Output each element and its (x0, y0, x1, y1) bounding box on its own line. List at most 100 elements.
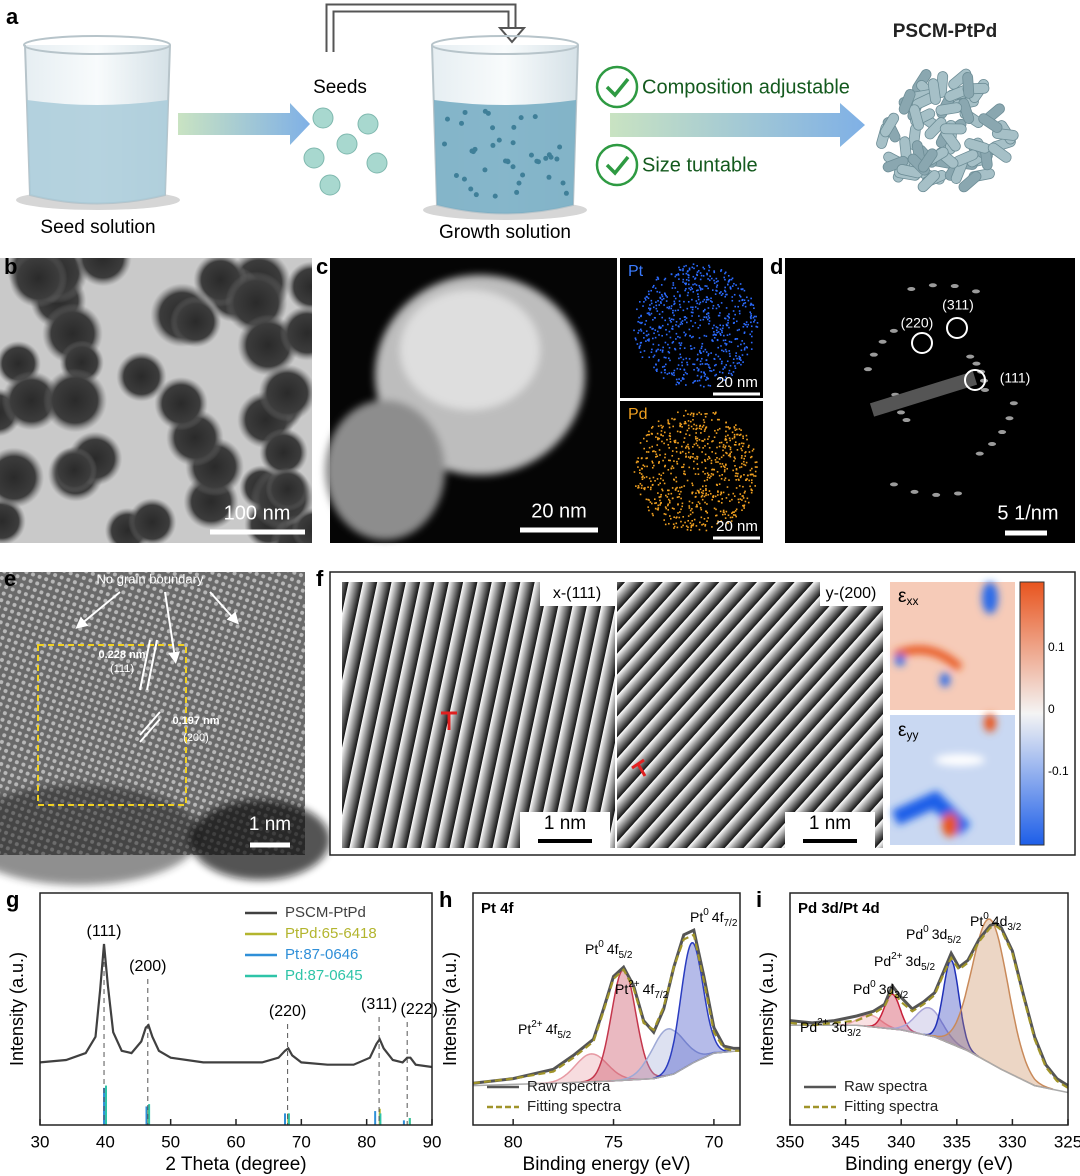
dot (750, 473, 752, 476)
element: Pt (518, 1021, 531, 1037)
dot (735, 352, 738, 354)
dot (715, 286, 718, 288)
dot (739, 356, 742, 359)
dot (694, 277, 697, 279)
dot (639, 493, 642, 496)
element: Pd (853, 981, 870, 997)
subscript: 5/2 (947, 935, 961, 946)
dot (682, 358, 685, 361)
dot (685, 287, 687, 290)
dot (695, 432, 697, 434)
dot (675, 487, 677, 490)
dot (680, 423, 683, 426)
dot (695, 438, 697, 440)
dot (656, 444, 659, 446)
spot (998, 430, 1007, 435)
dot (651, 466, 654, 469)
beam-stop (869, 371, 978, 417)
dot (701, 288, 704, 290)
dot (679, 323, 682, 326)
dot (707, 474, 710, 476)
orbital: 4d (992, 913, 1008, 929)
dot (723, 466, 726, 468)
dot (657, 344, 660, 346)
dot (658, 473, 661, 476)
dot (725, 438, 728, 441)
dot (638, 301, 641, 303)
dot (736, 357, 738, 360)
peak-assignment: Pd0 3d3/2 (853, 979, 909, 1001)
dot (743, 507, 745, 509)
dot (639, 321, 641, 324)
dot (716, 326, 719, 329)
dot (742, 460, 745, 463)
data-line (39, 943, 433, 1069)
dot (751, 450, 754, 452)
dot (743, 505, 745, 508)
particle (116, 351, 167, 402)
dot (696, 380, 699, 382)
dot (724, 272, 726, 275)
dot (696, 463, 699, 465)
dot (707, 354, 709, 357)
dot (698, 502, 701, 505)
dot (678, 266, 680, 269)
particle (170, 296, 222, 348)
dot (666, 306, 669, 309)
dot (652, 476, 655, 479)
dot (648, 307, 650, 310)
dot (711, 327, 714, 330)
dot (707, 438, 709, 440)
colorbar (1019, 581, 1045, 846)
dot (720, 441, 723, 444)
dot (668, 522, 670, 525)
dot (658, 291, 661, 294)
dot (704, 413, 706, 415)
dot (669, 441, 672, 443)
dot (743, 289, 746, 292)
dot (680, 379, 682, 382)
dot (724, 376, 727, 378)
dot (678, 342, 681, 344)
dot (676, 486, 678, 489)
dot (698, 284, 701, 287)
dot (744, 302, 747, 304)
peak-label: (200) (129, 958, 166, 975)
dot (653, 354, 656, 357)
dot (688, 328, 691, 331)
dot (731, 296, 734, 298)
dot (729, 500, 731, 502)
dot (720, 291, 722, 293)
dot (648, 433, 651, 436)
dot (715, 411, 717, 414)
dot (742, 445, 744, 448)
dot (729, 355, 731, 358)
dot (687, 515, 690, 517)
dot (738, 443, 740, 446)
dot (655, 436, 657, 438)
dot (642, 464, 645, 467)
dot (685, 264, 687, 267)
dot (749, 333, 752, 336)
dot (732, 358, 735, 360)
dot (712, 369, 715, 371)
dot (643, 476, 646, 479)
dot (694, 473, 697, 475)
dot (647, 506, 649, 508)
dot (725, 430, 727, 433)
dot (688, 283, 690, 286)
panel-label: i (756, 887, 762, 912)
dot (734, 443, 737, 446)
dot (714, 413, 716, 415)
x-tick-label: 70 (704, 1132, 723, 1151)
dot (696, 444, 699, 447)
dot (688, 287, 690, 290)
seed-dot (563, 190, 569, 196)
dot (658, 437, 661, 440)
legend-label: PSCM-PtPd (285, 904, 366, 921)
element: Pd (906, 926, 923, 942)
dot (675, 450, 678, 453)
dot (710, 472, 713, 475)
dot (696, 458, 699, 460)
x-tick-label: 70 (292, 1132, 311, 1151)
